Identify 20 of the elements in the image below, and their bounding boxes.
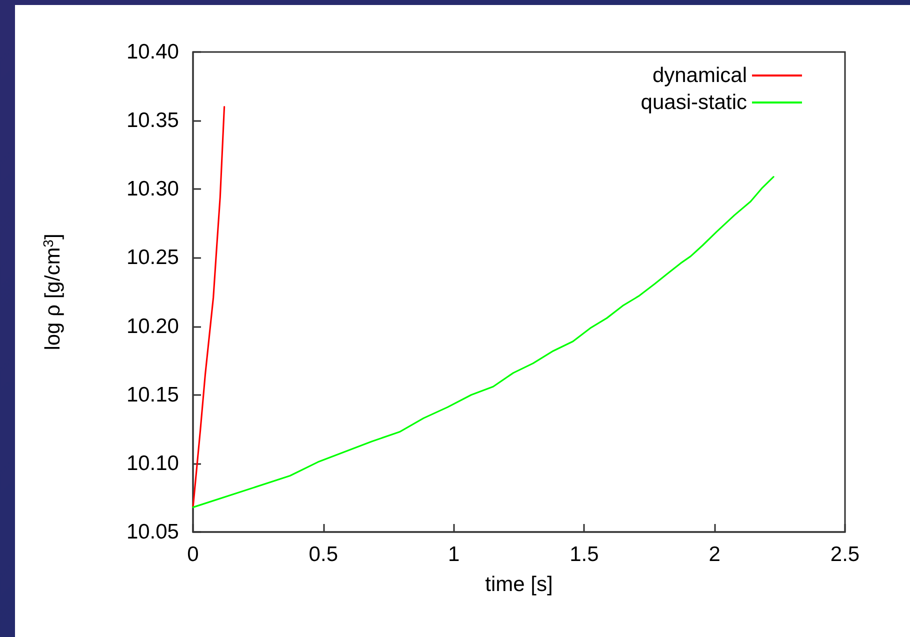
legend-label: dynamical [652, 64, 747, 87]
y-tick-label: 10.05 [126, 520, 179, 544]
y-tick-label: 10.10 [126, 452, 179, 475]
y-tick-label: 10.20 [126, 314, 179, 338]
y-tick-label: 10.30 [126, 178, 179, 201]
y-tick-label: 10.40 [126, 40, 179, 64]
y-axis-title: log ρ [g/cm3] [40, 234, 64, 350]
x-axis-title: time [s] [485, 573, 553, 596]
y-tick-label: 10.35 [126, 109, 179, 132]
x-tick-label: 1 [448, 543, 460, 566]
line-series [192, 106, 226, 508]
x-tick-label: 2.5 [830, 543, 860, 566]
y-tick-label: 10.25 [126, 246, 179, 270]
y-tick-label: 10.15 [126, 383, 179, 406]
x-tick-label: 0 [187, 543, 199, 566]
legend-label: quasi-static [640, 91, 747, 114]
x-tick-label: 1.5 [570, 543, 599, 566]
x-tick-label: 2 [708, 543, 720, 566]
line-series [192, 176, 774, 508]
x-tick-label: 0.5 [308, 543, 338, 566]
